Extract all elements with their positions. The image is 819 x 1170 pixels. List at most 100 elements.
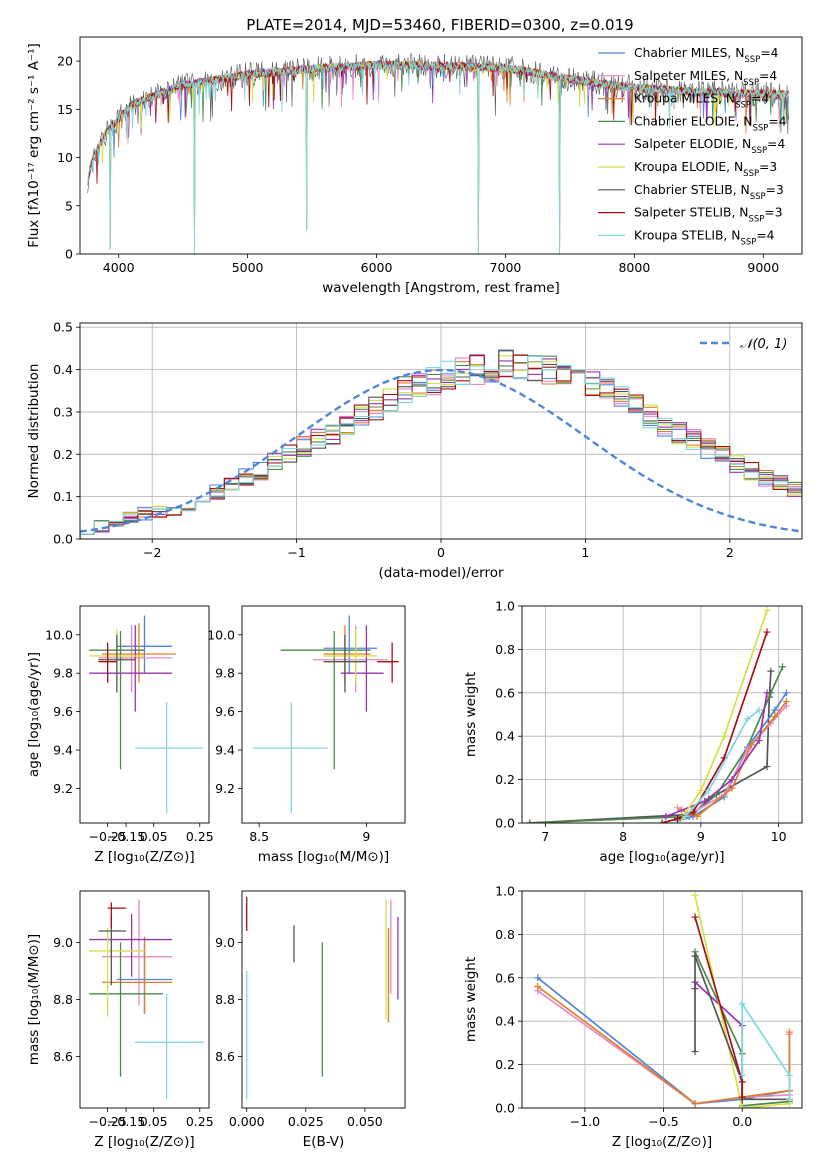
mw_vs_age-marker <box>747 741 755 749</box>
age_vs_Z-ytick-label: 9.4 <box>53 743 73 758</box>
mw_vs_age-ytick-label: 0.4 <box>495 729 515 744</box>
mw_vs_age-line-krou_elodie <box>680 610 768 820</box>
mass_vs_Z-point <box>107 902 127 929</box>
mw_vs_Z-line-chab_miles <box>537 977 790 1105</box>
mass_vs_ebv-frame <box>241 890 406 1109</box>
mass_vs_Z-ylabel: mass [log₁₀(M/M⊙)] <box>26 934 42 1065</box>
mw_vs_Z-marker <box>691 1100 699 1108</box>
mw_vs_age-marker <box>658 819 666 823</box>
residual-hist-krou_miles <box>80 361 802 539</box>
mw_vs_age-xtick-label: 9 <box>697 829 705 844</box>
mass_vs_Z-xtick-label: −0.25 <box>88 1114 126 1129</box>
mw_vs_age-marker <box>526 819 534 823</box>
spectrum-xlabel: wavelength [Angstrom, rest frame] <box>322 280 560 296</box>
mw_vs_age-marker <box>763 628 771 636</box>
mass_vs_Z-point <box>89 913 173 977</box>
mw_vs_Z-xtick-label: 0.0 <box>732 1114 752 1129</box>
residuals-plot-area <box>80 349 802 539</box>
residuals-grid <box>80 323 802 540</box>
spectrum-ytick-label: 20 <box>57 54 73 69</box>
mw_vs_age-xtick-label: 8 <box>619 829 627 844</box>
mw_vs_age-xlabel: age [log₁₀(age/yr)] <box>599 849 724 865</box>
mw_vs_Z-xtick-label: −0.5 <box>648 1114 678 1129</box>
mw_vs_age-marker <box>662 812 670 820</box>
residuals-ytick-label: 0.5 <box>53 320 73 335</box>
residuals-ytick-label: 0.3 <box>53 404 73 419</box>
mass_vs_Z-point <box>89 942 163 1077</box>
mw_vs_age-line-chab_stelib <box>529 671 772 823</box>
gaussian-curve <box>80 368 802 533</box>
mw_vs_Z-marker <box>738 1071 746 1079</box>
mw_vs_age-line-chab_elodie <box>529 666 784 823</box>
mw_vs_Z-marker <box>738 1078 746 1086</box>
spectrum-xtick-label: 6000 <box>361 260 393 275</box>
mass_vs_Z-ytick-label: 9.0 <box>53 935 73 950</box>
mw_vs_age-marker <box>674 815 682 823</box>
age_vs_mass-plot-area <box>252 615 399 814</box>
age_vs_mass-point <box>323 615 378 674</box>
age_vs_Z-point <box>89 625 173 712</box>
age_vs_mass-point <box>340 625 384 712</box>
legend-entry: Chabrier STELIB, NSSP=3 <box>634 183 784 202</box>
age_vs_Z-xtick-label: 0.25 <box>186 829 214 844</box>
mw_vs_age-ytick-label: 0.8 <box>495 642 515 657</box>
mw_vs_age-marker <box>744 715 752 723</box>
mw_vs_Z-frame <box>521 890 803 1109</box>
residuals-ytick-label: 0.0 <box>53 532 73 547</box>
age_vs_mass-ytick-label: 9.4 <box>215 743 235 758</box>
mw_vs_age-marker <box>755 706 763 714</box>
spectrum-ytick-label: 0 <box>65 247 73 262</box>
age_vs_mass-point <box>252 702 328 814</box>
mw_vs_age-marker <box>693 812 701 820</box>
mw_vs_age-line-krou_stelib <box>684 709 760 818</box>
age_vs_Z-xlabel: Z [log₁₀(Z/Z⊙)] <box>94 849 194 865</box>
mw_vs_Z-ytick-label: 0.8 <box>495 927 515 942</box>
legend-entry: Kroupa ELODIE, NSSP=3 <box>634 160 777 179</box>
mass_vs_Z-ytick-label: 8.6 <box>53 1049 73 1064</box>
mass_vs_Z-panel: −0.25−0.150.05 0.25 8.6 8.8 9.0 Z [log₁₀(Z/Z⊙… <box>26 890 214 1150</box>
mw_vs_age-xtick-label: 7 <box>541 829 549 844</box>
age_vs_Z-plot-area <box>89 615 204 814</box>
residuals-xtick-label: 2 <box>726 545 734 560</box>
mass_vs_ebv-ytick-label: 9.0 <box>215 935 235 950</box>
spectrum-ylabel: Flux [fλ10⁻¹⁷ erg cm⁻² s⁻¹ A⁻¹] <box>26 43 42 248</box>
age_vs_Z-ytick-label: 10.0 <box>45 627 73 642</box>
age_vs_Z-point <box>98 642 117 683</box>
mw_vs_age-marker <box>771 706 779 714</box>
mass_vs_Z-ytick-label: 8.8 <box>53 992 73 1007</box>
mw_vs_age-marker <box>674 804 682 812</box>
mass_vs_Z-point <box>102 936 173 1014</box>
mw_vs_Z-plot-area <box>534 891 793 1108</box>
age_vs_Z-panel: −0.25−0.150.05 0.25 9.2 9.4 9.6 9.8 10.0 Z [log… <box>26 605 214 865</box>
mw_vs_age-marker <box>681 812 689 820</box>
residuals-xlabel: (data-model)/error <box>378 565 504 581</box>
residuals-frame <box>79 322 803 540</box>
age_vs_mass-ytick-label: 9.6 <box>215 704 235 719</box>
age_vs_mass-ytick-label: 9.8 <box>215 666 235 681</box>
mw_vs_age-ytick-label: 0.0 <box>495 816 515 831</box>
mw_vs_Z-line-krou_elodie <box>694 895 790 1108</box>
age_vs_mass-point <box>323 625 371 683</box>
age_vs_Z-frame <box>79 605 210 824</box>
mw_vs_Z-marker <box>691 913 699 921</box>
mass_vs_ebv-xtick-label: 0.000 <box>229 1114 265 1129</box>
mass_vs_Z-point <box>89 928 145 1017</box>
spectrum-legend: Chabrier MILES, NSSP=4 Salpeter MILES, NS… <box>598 46 787 247</box>
mw_vs_Z-ytick-label: 0.4 <box>495 1014 515 1029</box>
spectrum-panel: 4000 5000 6000 7000 8000 9000 0 5 10 15 20 waveleng… <box>26 36 803 296</box>
age_vs_mass-point <box>312 625 388 693</box>
age_vs_Z-point <box>135 702 204 814</box>
mw_vs_age-marker <box>767 667 775 675</box>
age_vs_mass-point <box>323 629 378 683</box>
residuals-xtick-label: 1 <box>581 545 589 560</box>
mw_vs_age-marker <box>705 786 713 794</box>
mw_vs_age-ylabel: mass weight <box>463 672 479 757</box>
mw_vs_Z-marker <box>691 1048 699 1056</box>
mw_vs_age-xtick-label: 10 <box>771 829 787 844</box>
spectrum-xtick-label: 7000 <box>490 260 522 275</box>
mw_vs_age-grid <box>522 605 802 824</box>
mass_vs_Z-xlabel: Z [log₁₀(Z/Z⊙)] <box>94 1134 194 1150</box>
figure-title: PLATE=2014, MJD=53460, FIBERID=0300, z=0… <box>246 16 633 34</box>
mass_vs_Z-point <box>98 913 127 986</box>
